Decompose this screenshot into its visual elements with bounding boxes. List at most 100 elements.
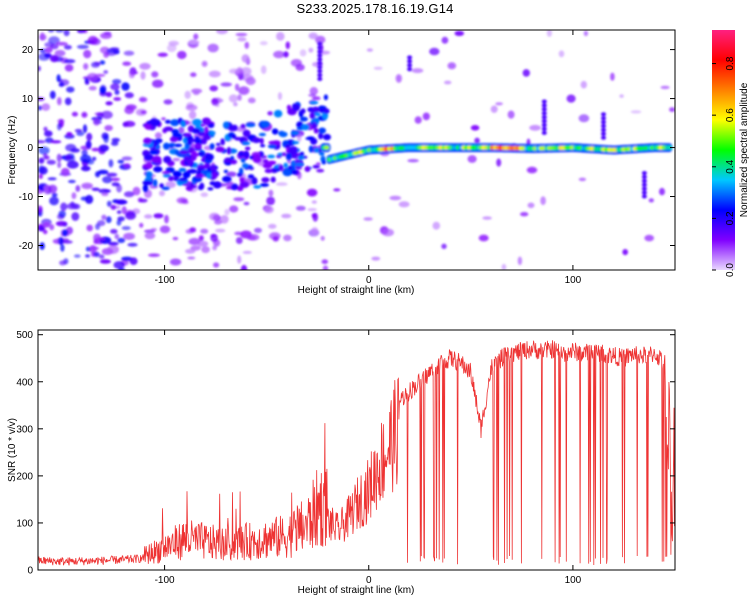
heatmap-cell [44,130,53,137]
heatmap-cell [309,101,319,105]
heatmap-cell [148,253,160,257]
heatmap-cell [233,102,238,107]
heatmap-cell [209,85,218,92]
x-tick-label: 0 [366,575,372,586]
heatmap-cell [207,167,212,172]
heatmap-cell [558,50,565,58]
heatmap-cell [630,110,642,114]
heatmap-cell [546,30,552,37]
heatmap-cell [48,36,60,45]
heatmap-cell [260,65,267,74]
heatmap-cell [125,104,137,111]
heatmap-cell [195,136,200,143]
heatmap-cell [366,48,373,52]
heatmap-cell [179,149,189,155]
heatmap-cell [64,97,72,106]
heatmap-cell [541,99,547,104]
heatmap-cell [63,59,76,64]
heatmap-cell [317,41,323,46]
heatmap-cell [467,155,477,163]
heatmap-cell [140,110,147,114]
heatmap-cell [154,132,162,139]
heatmap-cell [541,111,547,116]
heatmap-cell [311,200,317,204]
heatmap-cell [191,88,203,94]
heatmap-cell [153,213,164,219]
heatmap-cell [45,47,53,53]
heatmap-cell [49,55,59,63]
heatmap-cell [66,132,73,136]
heatmap-cell [103,134,109,144]
heatmap-cell [150,118,159,126]
heatmap-cell [308,93,316,97]
heatmap-cell [240,157,246,163]
heatmap-cell [238,151,245,157]
colorbar-tick-label: 0.0 [725,263,736,277]
heatmap-cell [201,117,211,126]
heatmap-cell [85,246,91,252]
heatmap-cell [566,94,576,103]
heatmap-cell [529,124,541,131]
heatmap-cell [299,151,305,156]
heatmap-cell [263,159,269,164]
heatmap-cell [252,137,261,144]
heatmap-cell [282,168,293,177]
heatmap-cell [49,44,59,50]
heatmap-cell [122,61,132,66]
heatmap-cell [578,177,587,182]
heatmap-cell [429,47,440,56]
heatmap-cell [117,159,125,164]
y-tick-label: 100 [16,518,33,529]
heatmap-cell [234,231,243,236]
heatmap-cell [208,70,221,78]
colorbar: 0.0 0.2 0.4 0.6 0.8 Normalized spectral ampl… [712,30,750,277]
heatmap-cell [317,49,323,54]
heatmap-cell [311,213,317,219]
heatmap-cell [321,159,327,165]
heatmap-cell [64,64,74,72]
heatmap-cell [276,32,285,41]
heatmap-cell [242,141,251,146]
heatmap-cell [308,47,314,53]
colorbar-axis: 0.0 0.2 0.4 0.6 0.8 [712,56,736,277]
heatmap-cell [138,97,148,103]
heatmap-cell [161,186,170,191]
heatmap-cell [254,227,262,234]
heatmap-cell [209,143,215,150]
heatmap-cell [103,51,109,58]
heatmap-cell [398,201,410,208]
heatmap-cell [266,196,275,206]
heatmap-cell [59,260,67,266]
heatmap-cell [641,190,647,195]
heatmap-cell [317,73,323,78]
heatmap-cell [259,183,269,187]
heatmap-cell [61,229,69,237]
heatmap-cell [245,77,256,86]
heatmap-cell [223,169,228,174]
heatmap-cell [106,172,118,177]
heatmap-cell [106,200,112,207]
heatmap-cell [57,119,65,123]
heatmap-cell [610,72,615,81]
heatmap-cell [309,112,316,120]
heatmap-cell [271,128,279,135]
heatmap-cell [213,262,220,268]
heatmap-cell [103,70,109,74]
heatmap-cell [407,59,413,64]
heatmap-cell [641,194,647,199]
heatmap-cell [71,192,77,200]
heatmap-cell [63,30,70,37]
heatmap-cell [142,180,153,186]
heatmap-cell [116,210,122,215]
heatmap-cell [88,85,97,91]
heatmap-cell [242,129,251,138]
heatmap-cell [38,140,46,144]
heatmap-cell [87,35,99,45]
heatmap-cell [57,97,62,106]
heatmap-cell [110,177,121,182]
heatmap-cell [47,30,55,33]
heatmap-cell [240,67,252,76]
heatmap-cell [183,155,190,162]
heatmap-cell [139,222,144,228]
